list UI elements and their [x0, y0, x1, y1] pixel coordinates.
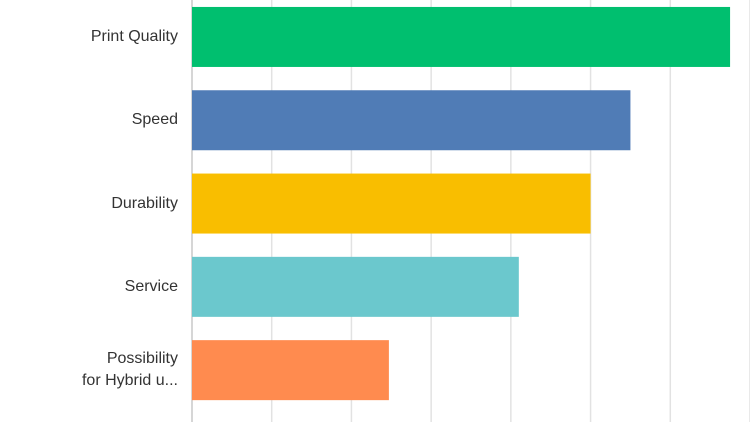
- bar: [192, 6, 731, 67]
- category-label: Print Quality: [90, 27, 178, 45]
- category-label: Durability: [111, 194, 178, 212]
- bar: [192, 173, 591, 234]
- bar: [192, 256, 519, 317]
- category-label: Service: [124, 277, 178, 295]
- bar: [192, 340, 389, 401]
- bar: [192, 90, 631, 151]
- category-label: Possibility for Hybrid u...: [81, 350, 178, 390]
- category-label: Speed: [131, 111, 178, 129]
